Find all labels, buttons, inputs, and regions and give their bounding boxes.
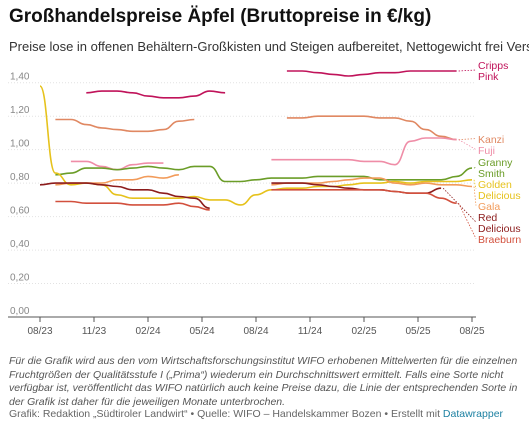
series-label: Smith xyxy=(478,168,505,180)
y-tick-label: 0,40 xyxy=(10,239,30,250)
label-leader xyxy=(458,203,477,239)
label-leader xyxy=(473,186,477,206)
chart-subtitle: Preise lose in offenen Behältern-Großkis… xyxy=(9,39,529,54)
label-leader xyxy=(458,138,477,140)
chart-title: Großhandelspreise Äpfel (Bruttopreise in… xyxy=(9,6,432,27)
chart-notes: Für die Grafik wird aus den vom Wirtscha… xyxy=(9,355,518,408)
x-tick-label: 08/25 xyxy=(459,326,484,337)
y-tick-label: 0,80 xyxy=(10,172,30,183)
series-line-kanzi xyxy=(55,118,195,133)
x-tick-label: 05/25 xyxy=(405,326,430,337)
x-tick-label: 05/24 xyxy=(189,326,214,337)
series-label: Gala xyxy=(478,201,500,213)
x-tick-label: 11/24 xyxy=(298,326,323,337)
label-leader xyxy=(458,139,477,150)
series-label: Braeburn xyxy=(478,234,521,246)
label-leader xyxy=(473,166,477,169)
y-tick-label: 0,20 xyxy=(10,273,30,284)
series-label: Cripps xyxy=(478,60,508,72)
label-leader xyxy=(458,69,477,72)
x-tick-label: 08/23 xyxy=(27,326,52,337)
datawrapper-link[interactable]: Datawrapper xyxy=(442,408,504,420)
x-tick-label: 02/25 xyxy=(351,326,376,337)
footer-credit: Grafik: Redaktion „Südtiroler Landwirt“ … xyxy=(9,408,443,420)
series-label: Pink xyxy=(478,71,499,83)
series-line-braeburn xyxy=(271,189,457,204)
y-tick-label: 0,60 xyxy=(10,206,30,217)
x-tick-label: 11/23 xyxy=(82,326,107,337)
series-line-cripps-pink xyxy=(86,90,226,99)
x-tick-label: 02/24 xyxy=(135,326,160,337)
series-label: Golden xyxy=(478,179,512,191)
series-line-kanzi xyxy=(286,115,457,141)
x-axis-ticks: 08/23 11/23 02/24 05/24 08/24 11/24 02/25 05/25… xyxy=(27,317,485,337)
series-line-red-delicious xyxy=(39,182,210,209)
series-line-golden-delicious xyxy=(39,85,473,206)
y-axis-ticks: 0,00 0,20 0,40 0,60 0,80 1,00 1,20 1,40 xyxy=(10,72,30,317)
series-line-braeburn xyxy=(55,200,210,211)
series-labels: CrippsPinkKanziFujiGrannySmithGoldenDeli… xyxy=(442,60,521,246)
series-label: Delicious xyxy=(478,190,521,202)
series-line-fuji xyxy=(271,137,457,166)
y-tick-label: 1,40 xyxy=(10,72,30,83)
y-tick-label: 0,00 xyxy=(10,306,30,317)
series-label: Kanzi xyxy=(478,134,504,146)
series-label: Delicious xyxy=(478,223,521,235)
label-leader xyxy=(442,187,477,223)
y-tick-label: 1,00 xyxy=(10,139,30,150)
series-line-cripps-pink xyxy=(286,70,457,77)
chart-footer: Grafik: Redaktion „Südtiroler Landwirt“ … xyxy=(9,408,503,420)
series-line-granny-smith xyxy=(55,165,473,183)
series-label: Granny xyxy=(478,157,513,169)
line-chart: 0,00 0,20 0,40 0,60 0,80 1,00 1,20 1,40 08/23 11… xyxy=(8,60,521,337)
series-lines xyxy=(39,70,473,211)
grid-lines xyxy=(8,82,476,318)
x-tick-label: 08/24 xyxy=(243,326,268,337)
y-tick-label: 1,20 xyxy=(10,105,30,116)
series-label: Red xyxy=(478,212,497,224)
series-label: Fuji xyxy=(478,145,495,157)
